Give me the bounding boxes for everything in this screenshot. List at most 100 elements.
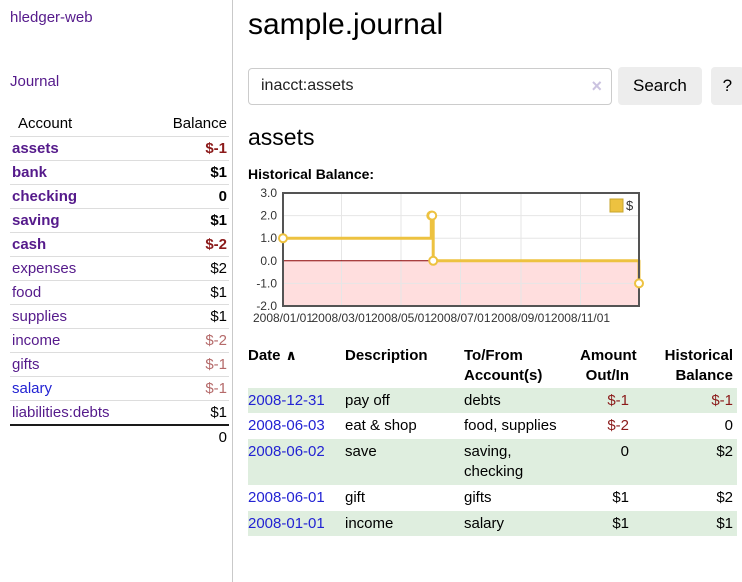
transaction-amount: 0 [620,443,629,461]
account-link[interactable]: bank [12,164,48,181]
transaction-row: 2008-06-01 gift gifts $1 $2 [248,485,737,511]
svg-text:2008/05/01: 2008/05/01 [371,311,431,325]
transaction-amount: $-1 [607,391,629,409]
account-link[interactable]: liabilities:debts [12,404,110,421]
sidebar-item-journal[interactable]: Journal [10,73,60,90]
transaction-date-link[interactable]: 2008-06-01 [248,488,325,506]
transaction-amount: $1 [612,488,629,506]
account-link[interactable]: food [12,284,42,301]
register-header-row: Date ∧ Description To/From Account(s) Amo… [248,344,737,388]
transaction-balance: $2 [716,443,733,461]
account-column-header: Account [18,115,73,132]
account-row: liabilities:debts $1 [10,400,229,426]
account-row: gifts $-1 [10,352,229,377]
transaction-row: 2008-06-02 save saving, checking 0 $2 [248,439,737,485]
account-balance: $-1 [205,140,227,157]
transaction-balance: $2 [716,488,733,506]
transaction-balance: 0 [724,417,733,435]
account-link[interactable]: supplies [12,308,68,325]
transaction-amount: $1 [612,514,629,532]
account-row: expenses $2 [10,256,229,281]
transaction-row: 2008-01-01 income salary $1 $1 [248,510,737,537]
transaction-date-link[interactable]: 2008-01-01 [248,514,325,532]
sidebar: hledger-web Journal Account Balance asse… [0,0,233,582]
historical-balance-column-header: Historical Balance [664,347,733,384]
svg-text:-2.0: -2.0 [256,299,277,313]
chart-canvas: $3.0 2.0 1.0 0.0 -1.0 -2.02008/01/012008/03/0… [253,186,644,325]
svg-text:2008/07/01: 2008/07/01 [430,311,490,325]
transaction-description: gift [345,488,366,506]
brand-link[interactable]: hledger-web [10,9,93,26]
register-body: 2008-12-31 pay off debts $-1 $-1 2008-06-03 ea… [248,387,737,537]
transaction-accounts: salary [464,514,505,532]
main-content: sample.journal × Search ? assets Histori… [233,0,742,582]
description-column-header: Description [345,347,428,364]
account-row: food $1 [10,280,229,305]
search-bar: × Search ? [248,67,742,105]
clear-search-icon[interactable]: × [591,76,602,96]
account-balance: $1 [210,308,227,325]
accounts-table: Account Balance assets $-1 bank $1 checking 0… [10,112,229,449]
account-link[interactable]: cash [12,236,47,253]
account-link[interactable]: assets [12,140,59,157]
page-title: sample.journal [248,8,444,41]
transaction-balance: $-1 [711,391,733,409]
transaction-description: eat & shop [345,417,417,435]
account-row: supplies $1 [10,304,229,329]
account-row: salary $-1 [10,376,229,401]
transaction-balance: $1 [716,514,733,532]
register-table: Date ∧ Description To/From Account(s) Amo… [248,344,737,537]
account-balance: $1 [210,164,227,181]
help-button[interactable]: ? [710,67,742,105]
accounts-total-value: 0 [218,429,227,446]
search-input[interactable] [248,67,612,105]
account-link[interactable]: saving [12,212,60,229]
chart-label: Historical Balance: [248,166,375,182]
account-row: bank $1 [10,160,229,185]
svg-text:-1.0: -1.0 [256,276,277,290]
account-row: checking 0 [10,184,229,209]
transaction-accounts: food, supplies [464,417,557,435]
brand: hledger-web [10,9,229,27]
svg-text:2008/09/01: 2008/09/01 [491,311,551,325]
account-balance: $-2 [205,332,227,349]
historical-balance-chart[interactable]: $3.0 2.0 1.0 0.0 -1.0 -2.0 2008/01/01 2008/03/0… [248,186,648,332]
svg-text:0.0: 0.0 [260,254,277,268]
account-balance: 0 [218,188,227,205]
transaction-row: 2008-12-31 pay off debts $-1 $-1 [248,387,737,414]
svg-text:1.0: 1.0 [260,231,277,245]
svg-text:2008/11/01: 2008/11/01 [551,311,610,325]
total-spacer [10,425,144,449]
account-row: assets $-1 [10,136,229,161]
transaction-accounts: saving, checking [464,443,524,480]
account-balance: $1 [210,404,227,421]
transaction-date-link[interactable]: 2008-06-03 [248,417,325,435]
account-row: income $-2 [10,328,229,353]
svg-text:2.0: 2.0 [260,209,277,223]
account-link[interactable]: gifts [12,356,40,373]
account-balance: $1 [210,212,227,229]
accounts-column-header: To/From Account(s) [464,347,543,384]
transaction-description: save [345,443,377,461]
accounts-table-header: Account Balance [10,112,229,137]
account-link[interactable]: salary [12,380,53,397]
transaction-amount: $-2 [607,417,629,435]
transaction-accounts: debts [464,391,501,409]
account-link[interactable]: income [12,332,61,349]
accounts-total-row: 0 [10,425,229,449]
search-button[interactable]: Search [618,67,702,105]
transaction-accounts: gifts [464,488,492,506]
transaction-description: income [345,514,394,532]
date-column-header[interactable]: Date ∧ [248,344,345,388]
account-balance: $2 [210,260,227,277]
transaction-date-link[interactable]: 2008-12-31 [248,391,325,409]
account-page-title: assets [248,124,315,150]
transaction-date-link[interactable]: 2008-06-02 [248,443,325,461]
account-balance: $-1 [205,356,227,373]
account-link[interactable]: checking [12,188,78,205]
account-balance: $-1 [205,380,227,397]
account-link[interactable]: expenses [12,260,77,277]
transaction-row: 2008-06-03 eat & shop food, supplies $-2 0 [248,413,737,439]
account-row: cash $-2 [10,232,229,257]
